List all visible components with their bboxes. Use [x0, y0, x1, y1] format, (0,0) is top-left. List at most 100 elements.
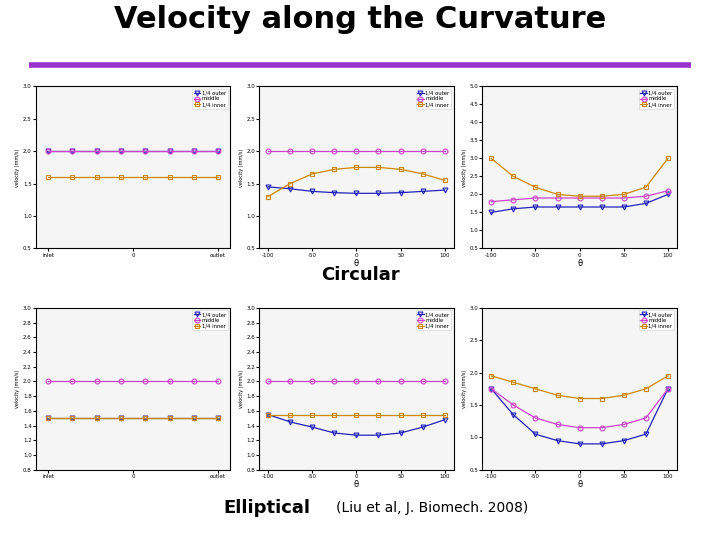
X-axis label: θ: θ	[354, 481, 359, 489]
1/4 inner	[214, 415, 222, 422]
middle	[117, 148, 125, 154]
1/4 inner	[441, 411, 449, 418]
1/4 inner	[141, 415, 150, 422]
1/4 inner	[352, 411, 361, 418]
Legend: 1/4 outer, middle, 1/4 inner: 1/4 outer, middle, 1/4 inner	[415, 89, 451, 109]
middle	[487, 198, 495, 205]
middle	[487, 386, 495, 392]
1/4 outer	[664, 191, 672, 198]
1/4 inner	[619, 191, 628, 198]
1/4 outer	[441, 416, 449, 423]
Line: middle: middle	[489, 188, 670, 204]
1/4 outer	[166, 415, 174, 422]
X-axis label: θ: θ	[577, 259, 582, 268]
middle	[166, 378, 174, 384]
1/4 outer	[308, 424, 317, 430]
middle	[664, 187, 672, 194]
1/4 inner	[598, 395, 606, 402]
1/4 inner	[553, 191, 562, 198]
1/4 outer	[68, 148, 77, 154]
middle	[509, 402, 518, 408]
1/4 outer	[396, 190, 405, 196]
1/4 outer	[214, 148, 222, 154]
1/4 outer	[487, 386, 495, 392]
1/4 inner	[664, 373, 672, 379]
middle	[619, 195, 628, 201]
Y-axis label: velocity (mm/s): velocity (mm/s)	[15, 148, 20, 186]
Legend: 1/4 outer, middle, 1/4 inner: 1/4 outer, middle, 1/4 inner	[192, 310, 228, 330]
1/4 outer	[664, 386, 672, 392]
Line: middle: middle	[489, 386, 670, 430]
1/4 inner	[264, 411, 272, 418]
1/4 inner	[531, 184, 540, 191]
1/4 outer	[553, 204, 562, 210]
1/4 outer	[418, 188, 427, 194]
X-axis label: θ: θ	[354, 259, 359, 268]
1/4 inner	[531, 386, 540, 392]
1/4 inner	[286, 180, 294, 187]
middle	[418, 148, 427, 154]
1/4 inner	[308, 171, 317, 177]
1/4 outer	[531, 431, 540, 437]
1/4 inner	[664, 155, 672, 161]
middle	[664, 386, 672, 392]
1/4 outer	[92, 415, 101, 422]
middle	[189, 378, 198, 384]
middle	[352, 148, 361, 154]
Text: Circular: Circular	[320, 266, 400, 285]
1/4 outer	[286, 418, 294, 425]
middle	[441, 378, 449, 384]
1/4 inner	[396, 411, 405, 418]
1/4 outer	[642, 200, 650, 207]
1/4 outer	[352, 432, 361, 438]
1/4 outer	[642, 431, 650, 437]
middle	[44, 378, 53, 384]
Line: middle: middle	[266, 379, 447, 384]
middle	[166, 148, 174, 154]
middle	[264, 148, 272, 154]
1/4 outer	[308, 188, 317, 194]
1/4 inner	[68, 174, 77, 180]
Y-axis label: velocity (mm/s): velocity (mm/s)	[15, 370, 20, 408]
1/4 inner	[330, 166, 338, 173]
1/4 inner	[264, 193, 272, 200]
1/4 inner	[418, 411, 427, 418]
Y-axis label: velocity (mm/s): velocity (mm/s)	[238, 370, 243, 408]
Legend: 1/4 outer, middle, 1/4 inner: 1/4 outer, middle, 1/4 inner	[192, 89, 228, 109]
Line: middle: middle	[45, 148, 221, 154]
1/4 inner	[487, 155, 495, 161]
middle	[374, 148, 383, 154]
1/4 inner	[575, 193, 584, 199]
middle	[619, 421, 628, 428]
1/4 inner	[117, 174, 125, 180]
Line: middle: middle	[45, 379, 221, 384]
1/4 outer	[141, 415, 150, 422]
middle	[396, 378, 405, 384]
middle	[418, 378, 427, 384]
1/4 inner	[166, 174, 174, 180]
1/4 outer	[598, 204, 606, 210]
Line: 1/4 outer: 1/4 outer	[489, 192, 670, 215]
Legend: 1/4 outer, middle, 1/4 inner: 1/4 outer, middle, 1/4 inner	[639, 310, 674, 330]
middle	[531, 415, 540, 421]
middle	[141, 148, 150, 154]
1/4 outer	[330, 430, 338, 436]
Line: 1/4 outer: 1/4 outer	[266, 412, 447, 437]
1/4 inner	[487, 373, 495, 379]
1/4 outer	[264, 411, 272, 418]
Line: 1/4 inner: 1/4 inner	[266, 165, 447, 199]
middle	[575, 195, 584, 201]
Text: (Liu et al, J. Biomech. 2008): (Liu et al, J. Biomech. 2008)	[336, 501, 528, 515]
Y-axis label: velocity (mm/s): velocity (mm/s)	[238, 148, 243, 186]
1/4 inner	[44, 174, 53, 180]
1/4 outer	[531, 204, 540, 210]
middle	[330, 378, 338, 384]
1/4 outer	[68, 415, 77, 422]
1/4 outer	[214, 415, 222, 422]
1/4 inner	[352, 164, 361, 171]
Text: Elliptical: Elliptical	[223, 498, 310, 517]
1/4 inner	[286, 411, 294, 418]
1/4 inner	[553, 392, 562, 399]
middle	[553, 195, 562, 201]
middle	[308, 148, 317, 154]
